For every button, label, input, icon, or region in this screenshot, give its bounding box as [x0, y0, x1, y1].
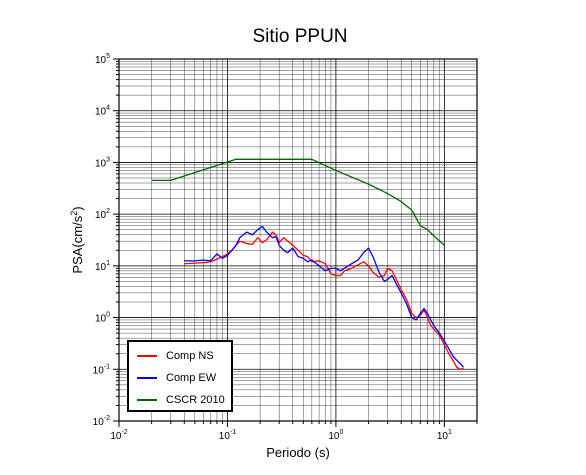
plot-frame [118, 58, 478, 422]
legend-swatch-comp-ew [137, 377, 157, 379]
series-lines [151, 158, 464, 370]
x-tick-labels: 10-2 10-1 100 101 [110, 429, 452, 442]
y-tick-label: 105 [95, 53, 110, 66]
chart-title: Sitio PPUN [252, 26, 347, 47]
x-tick-label: 101 [437, 429, 452, 442]
y-tick-label: 101 [95, 260, 110, 273]
y-tick-label: 104 [95, 105, 110, 118]
axis-ticks [113, 58, 478, 427]
y-tick-label: 10-1 [93, 363, 110, 376]
x-tick-label: 10-1 [219, 429, 236, 442]
y-axis-label-close: ) [70, 206, 85, 210]
y-tick-labels: 10-2 10-1 100 101 102 103 104 105 [93, 53, 110, 428]
y-tick-label: 10-2 [93, 415, 110, 428]
y-tick-label: 100 [95, 312, 110, 325]
series-line-comp-ew [184, 225, 464, 368]
legend: Comp NS Comp EW CSCR 2010 [127, 340, 233, 412]
legend-swatch-cscr-2010 [137, 399, 157, 401]
y-tick-label: 102 [95, 208, 110, 221]
legend-label-cscr-2010: CSCR 2010 [166, 394, 225, 406]
legend-label-comp-ns: Comp NS [166, 350, 214, 362]
y-axis-label: PSA(cm/s2) [69, 206, 85, 273]
grid-lines [118, 58, 478, 422]
legend-swatch-comp-ns [137, 355, 157, 357]
x-axis-label: Periodo (s) [266, 445, 330, 460]
legend-item-comp-ew: Comp EW [129, 370, 233, 386]
legend-item-cscr-2010: CSCR 2010 [129, 392, 233, 408]
y-axis-label-sup: 2 [69, 211, 79, 216]
x-tick-label: 100 [328, 429, 343, 442]
series-line-comp-ns [184, 231, 464, 370]
x-tick-label: 10-2 [110, 429, 127, 442]
y-axis-label-main: PSA(cm/s [70, 215, 85, 273]
legend-label-comp-ew: Comp EW [166, 372, 217, 384]
y-tick-label: 103 [95, 156, 110, 169]
legend-item-comp-ns: Comp NS [129, 348, 233, 364]
series-line-cscr-2010 [151, 158, 445, 246]
